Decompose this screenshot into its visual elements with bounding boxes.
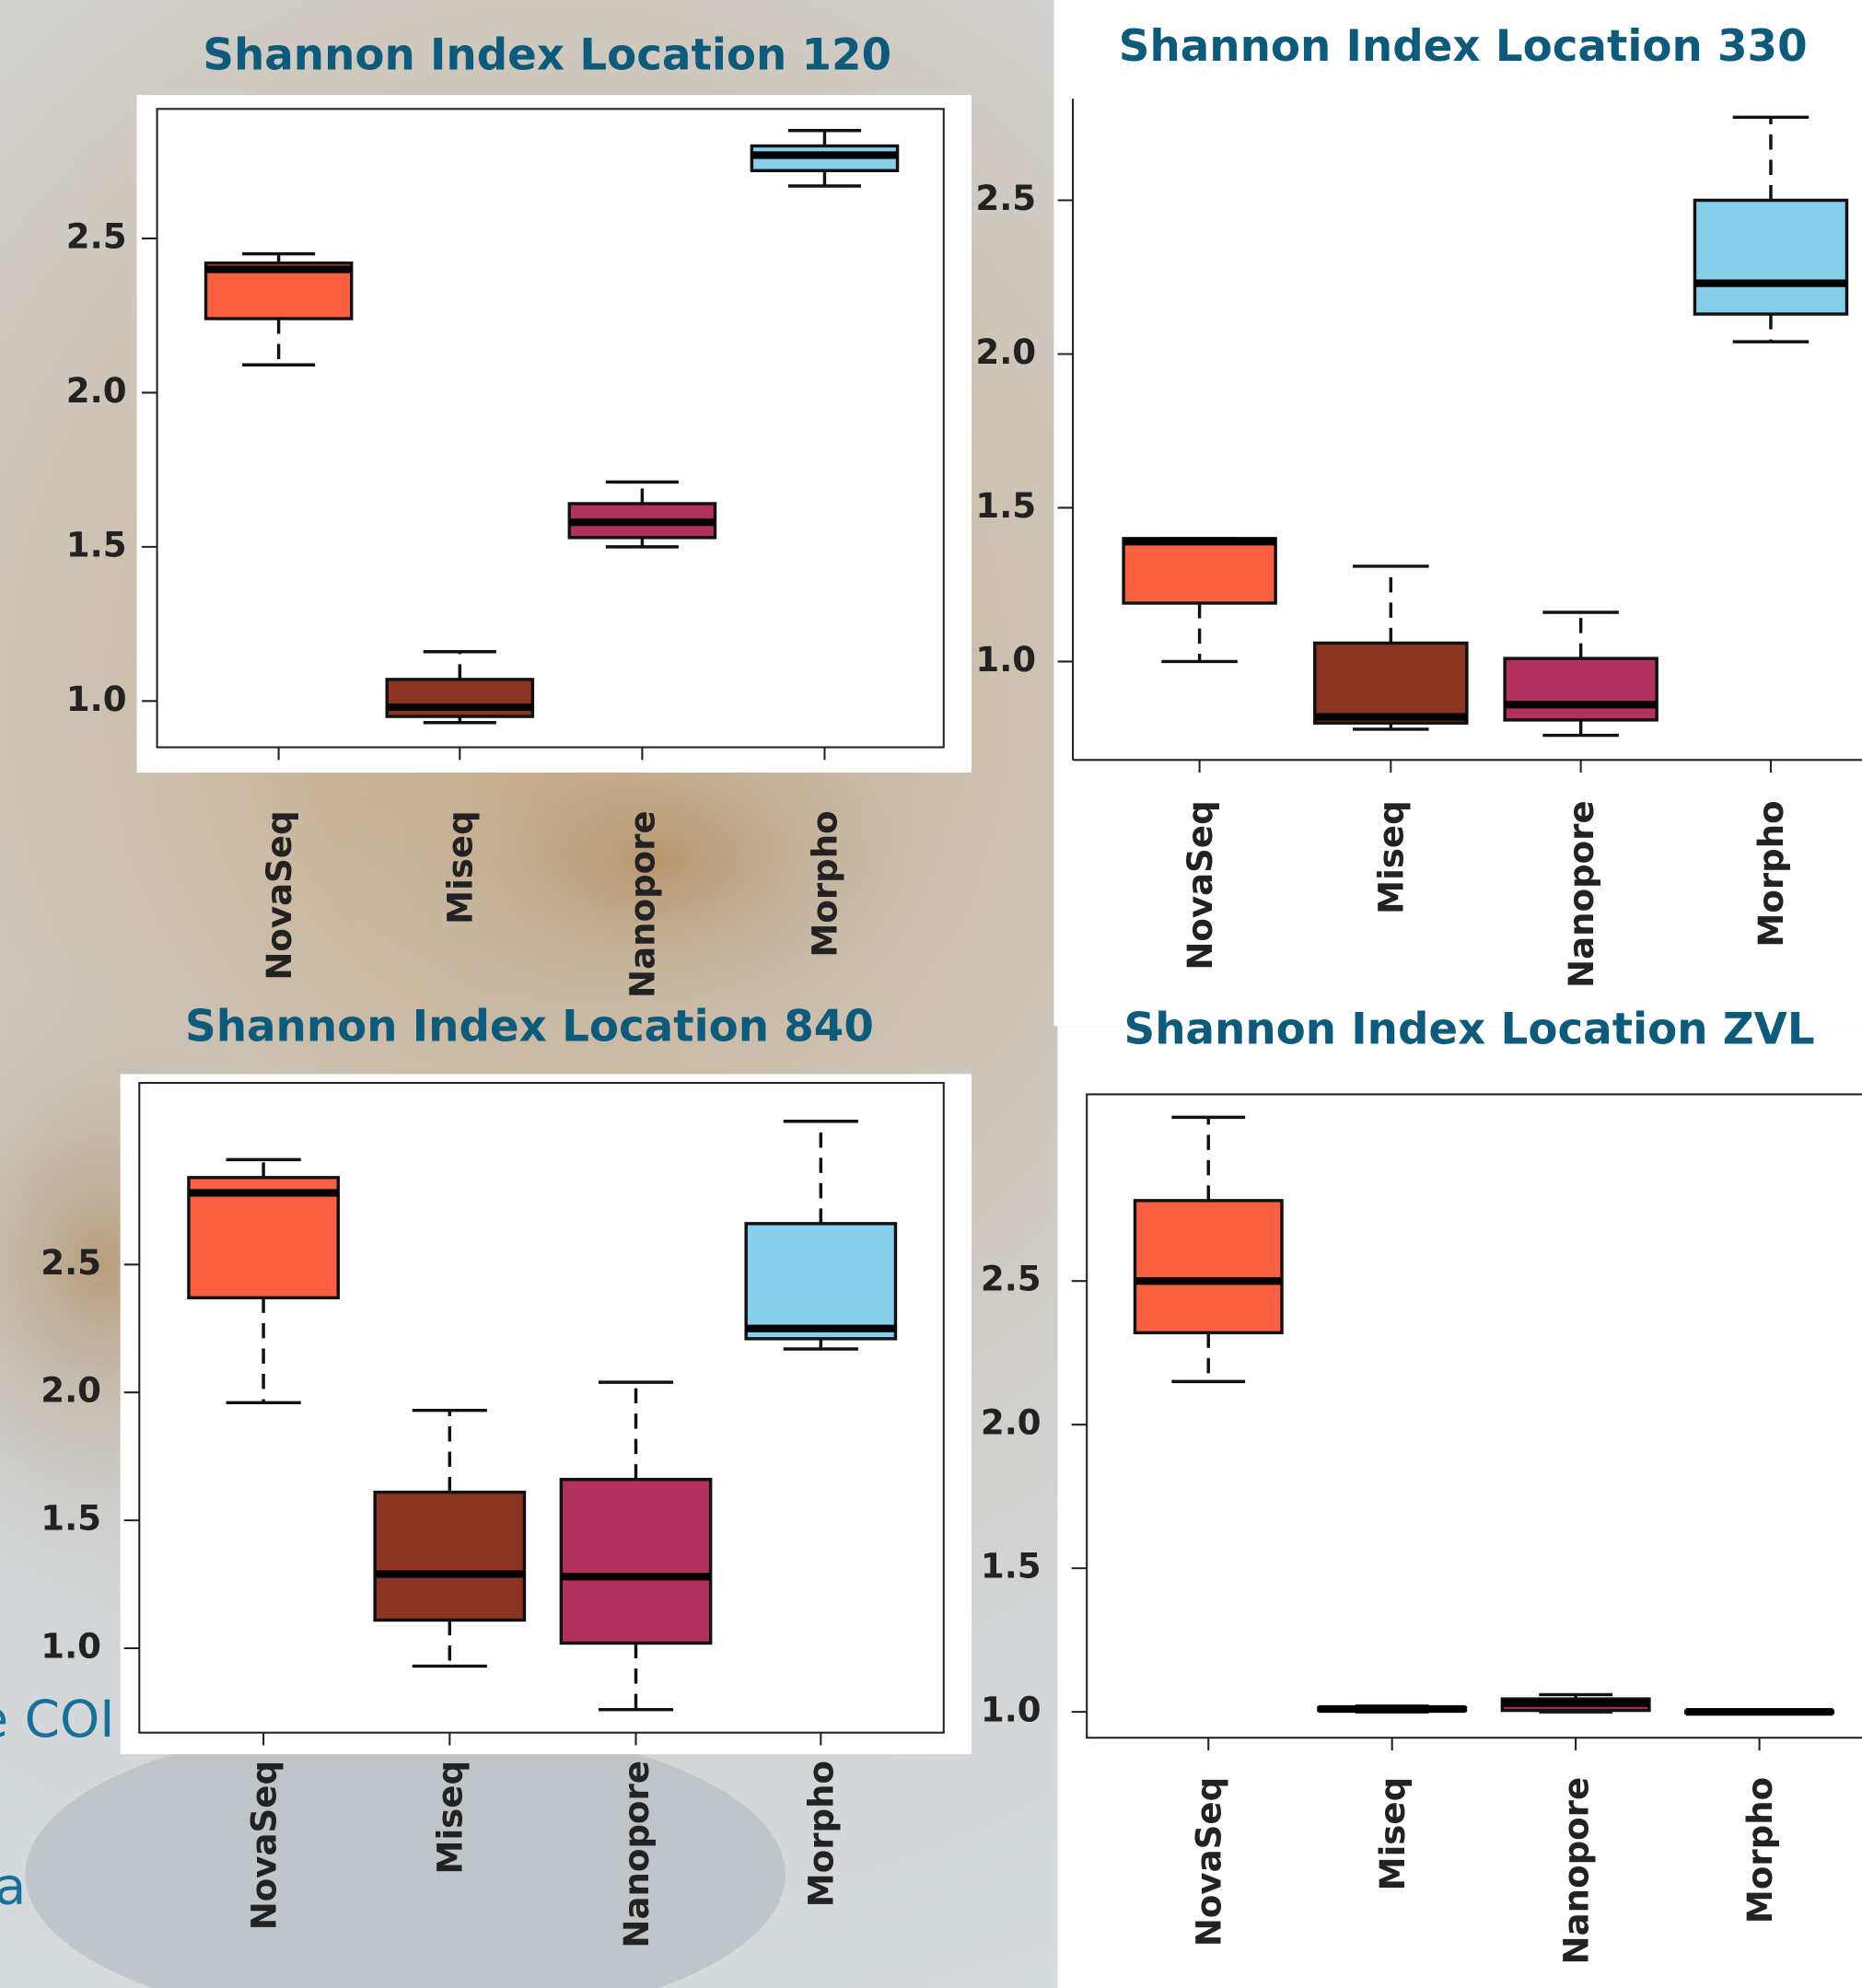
box (1505, 658, 1657, 720)
box (746, 1224, 895, 1339)
box (1123, 539, 1275, 603)
x-tick-label: Nanopore (623, 810, 663, 998)
y-tick-label: 1.5 (41, 1499, 101, 1539)
y-tick-label: 2.5 (981, 1260, 1042, 1299)
x-tick-label: NovaSeq (1189, 1777, 1228, 1947)
y-tick-label: 1.0 (975, 640, 1036, 680)
y-tick-label: 2.0 (981, 1403, 1042, 1443)
chart-title: Shannon Index Location 120 (203, 31, 891, 81)
chart-title: Shannon Index Location ZVL (1124, 1005, 1815, 1054)
x-tick-label: Miseq (1372, 800, 1412, 914)
x-tick-label: Miseq (441, 810, 481, 924)
y-tick-label: 2.0 (41, 1371, 101, 1411)
x-tick-label: Morpho (806, 810, 845, 957)
y-tick-label: 1.5 (981, 1547, 1042, 1587)
x-tick-label: Nanopore (1556, 1777, 1596, 1965)
y-tick-label: 1.0 (66, 680, 127, 719)
box (1694, 200, 1846, 314)
y-tick-label: 1.0 (41, 1627, 101, 1667)
box (1315, 643, 1467, 723)
box (561, 1480, 710, 1644)
box (375, 1493, 524, 1621)
y-tick-label: 2.0 (66, 371, 127, 411)
x-tick-label: Morpho (1751, 800, 1791, 947)
x-tick-label: Morpho (1740, 1777, 1780, 1924)
x-tick-label: NovaSeq (1181, 800, 1220, 970)
y-tick-label: 2.0 (975, 332, 1036, 372)
chart-title: Shannon Index Location 840 (185, 1003, 874, 1052)
chart-title: Shannon Index Location 330 (1119, 22, 1808, 72)
box (1135, 1201, 1282, 1332)
panel (1053, 0, 1862, 1026)
x-tick-label: Nanopore (617, 1761, 657, 1948)
page: e COI a Shannon Index Location 120 1.0 1.5… (0, 0, 1862, 1988)
x-tick-label: Morpho (802, 1761, 842, 1907)
y-tick-label: 2.5 (975, 179, 1036, 218)
panel (137, 95, 972, 773)
x-tick-label: Miseq (1373, 1777, 1413, 1891)
x-tick-label: NovaSeq (244, 1761, 284, 1930)
x-tick-label: Miseq (431, 1761, 471, 1875)
y-tick-label: 1.0 (981, 1691, 1042, 1730)
background-text: a (0, 1856, 26, 1915)
background-text: e COI (0, 1690, 115, 1749)
y-tick-label: 2.5 (41, 1243, 101, 1283)
x-tick-label: NovaSeq (260, 810, 299, 980)
y-tick-label: 2.5 (66, 216, 127, 256)
y-tick-label: 1.5 (66, 525, 127, 564)
y-tick-label: 1.5 (975, 486, 1036, 526)
x-tick-label: Nanopore (1562, 800, 1601, 988)
figure: e COI a Shannon Index Location 120 1.0 1.5… (0, 0, 1862, 1988)
